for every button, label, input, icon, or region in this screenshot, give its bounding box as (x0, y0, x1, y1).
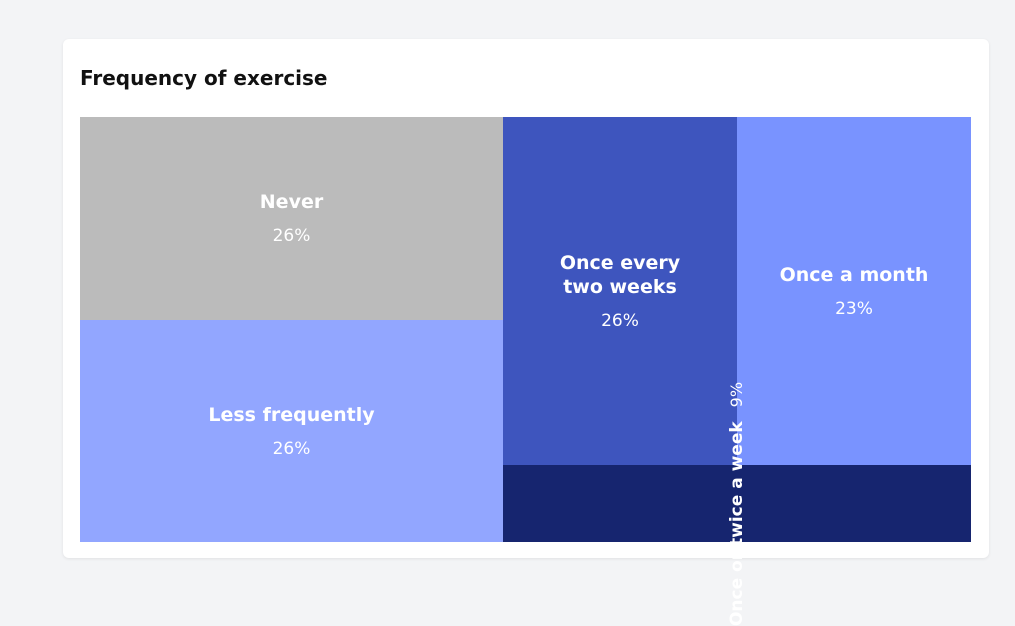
chart-title: Frequency of exercise (80, 66, 328, 90)
tile-value: 26% (272, 226, 311, 246)
tile-label: Less frequently (208, 403, 375, 426)
tile-text-group: Less frequently 26% (208, 403, 374, 460)
treemap-tile-once-every-two-weeks: Once every two weeks 26% (503, 117, 737, 465)
treemap-tile-never: Never 26% (80, 117, 503, 320)
tile-label: Never (259, 191, 324, 213)
tile-value: 9% (726, 381, 746, 407)
treemap-tile-once-or-twice-a-week: Once or twice a week 9% (503, 381, 971, 626)
treemap-tile-once-a-month: Once a month 23% (737, 117, 971, 465)
tile-label: Once a month (779, 263, 929, 286)
tile-text-group: Once a month 23% (780, 263, 929, 320)
tile-text-group: Once every two weeks 26% (550, 251, 690, 332)
treemap-chart: Never 26% Less frequently 26% Once every two… (80, 117, 971, 626)
treemap-tile-less-frequently: Less frequently 26% (80, 320, 503, 542)
tile-label: Once or twice a week (726, 420, 747, 626)
tile-text-group: Once or twice a week 9% (726, 381, 748, 625)
tile-value: 26% (601, 310, 639, 331)
tile-value: 23% (835, 298, 873, 319)
tile-value: 26% (272, 438, 311, 459)
chart-card: Frequency of exercise Never 26% Less frequ… (63, 39, 989, 626)
tile-text-group: Never 26% (260, 190, 323, 247)
tile-label: Once every two weeks (559, 251, 681, 298)
